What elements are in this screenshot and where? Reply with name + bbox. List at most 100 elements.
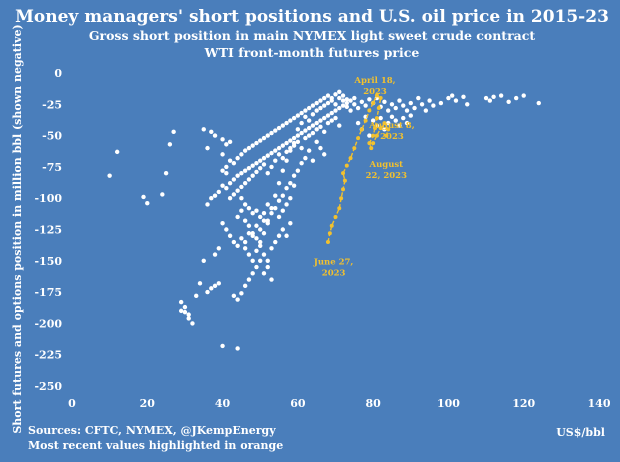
data-point [318,98,323,103]
data-point [227,196,233,201]
data-point [363,103,368,108]
data-point [250,163,255,168]
data-point [220,152,225,157]
data-point [461,94,466,99]
data-point [359,99,365,104]
data-point [306,105,312,111]
recent-data-point [356,136,361,141]
data-point [280,208,285,213]
data-point [254,160,259,166]
data-point [220,183,225,188]
data-point [303,108,308,113]
data-point [306,125,312,131]
data-point [269,277,274,282]
data-point [239,196,244,201]
recent-data-point [378,96,383,101]
data-point [231,293,237,299]
data-point [412,105,417,111]
data-point [261,155,267,161]
data-point [318,145,323,151]
data-point [212,252,218,257]
data-point [303,114,308,120]
data-point [322,95,327,101]
data-point [227,139,233,145]
recent-data-point [325,240,330,245]
data-point [273,158,278,163]
y-tick-label: -100 [34,192,62,205]
data-point [239,184,244,190]
recent-points [325,93,391,245]
recent-data-point [374,93,379,98]
data-point [269,246,274,251]
data-point [483,95,489,101]
x-tick-label: 140 [588,397,611,410]
data-point [446,95,451,101]
data-point [303,155,308,161]
data-point [389,102,395,107]
data-point [178,299,184,305]
data-point [337,89,342,94]
data-point [190,321,195,326]
data-point [265,133,270,138]
data-point [224,185,229,191]
data-point [337,95,342,101]
data-point [314,120,319,126]
data-point [261,271,267,276]
data-point [310,130,316,136]
data-point [322,103,327,108]
data-point [212,193,218,198]
data-point [246,277,252,282]
x-tick-label: 80 [365,397,381,410]
y-tick-label: -150 [34,255,62,268]
data-point [107,173,112,178]
data-point [329,110,334,116]
data-point [498,93,504,98]
y-tick-label: -225 [34,349,62,362]
data-point [487,98,493,103]
data-point [265,264,270,270]
annotations: April 18, 2023 August 8, 2023 August 22, 2023… [313,76,415,279]
data-point [269,211,274,216]
data-point [265,258,270,263]
y-tick-label: -50 [42,130,62,143]
data-point [295,127,301,132]
y-tick-label: -125 [34,224,62,237]
data-point [220,168,225,173]
data-point [242,246,248,251]
data-point [355,105,361,111]
recent-data-point [371,101,376,106]
data-point [276,198,282,203]
data-point [318,124,323,130]
data-point [310,103,316,108]
x-tick-labels: 0 20 40 60 80 100 120 140 [68,397,611,410]
data-point [280,155,285,161]
data-point [280,168,285,173]
data-point [231,177,237,182]
x-tick-label: 100 [437,397,460,410]
data-point [224,227,229,232]
data-point [216,246,222,251]
data-point [220,221,225,226]
data-point [276,125,282,131]
data-point [239,208,244,213]
data-point [318,105,323,111]
data-point [284,149,289,155]
data-point [235,173,240,178]
data-point [265,202,270,207]
data-point [201,127,206,132]
data-point [288,221,293,226]
x-tick-label: 120 [512,397,535,410]
data-point [310,123,316,128]
data-point [276,180,282,186]
data-point [269,206,274,211]
data-point [288,138,293,143]
data-point [306,118,312,123]
data-point [389,114,395,120]
data-point [370,118,376,123]
data-point [280,143,285,148]
data-point [291,115,297,121]
data-point [261,252,267,257]
data-point [333,115,338,121]
data-point [235,214,240,220]
